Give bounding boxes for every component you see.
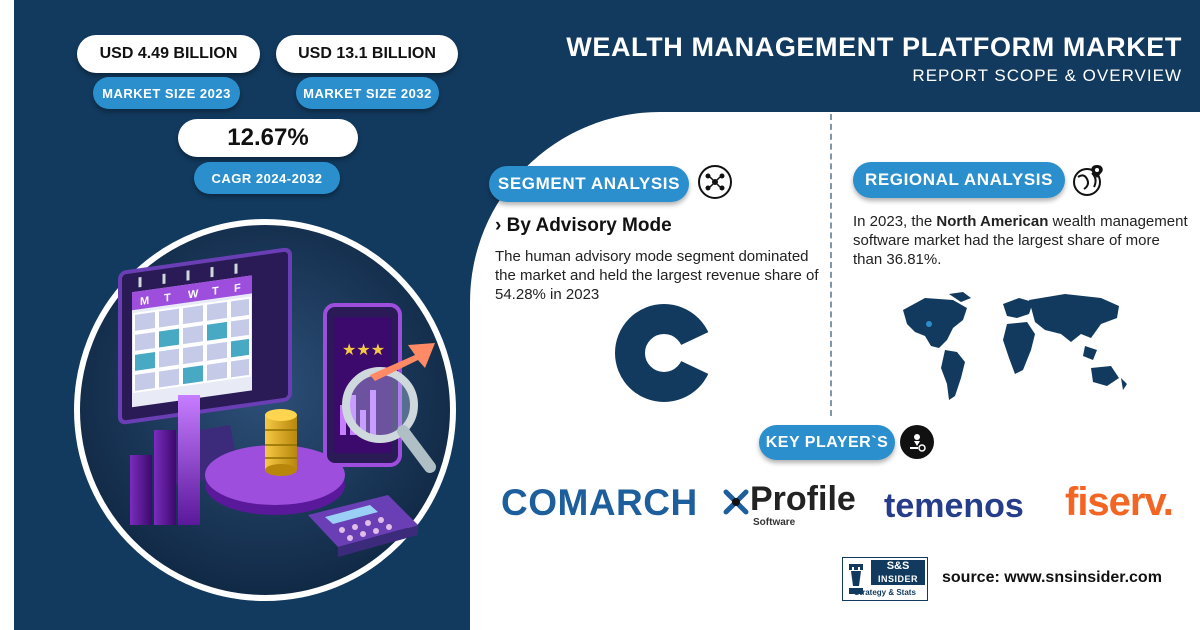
calendar-day-2: T bbox=[164, 292, 171, 305]
calendar-grid: M T W T F bbox=[132, 263, 252, 394]
calendar-day-5: F bbox=[234, 282, 241, 295]
finance-illustration: M T W T F bbox=[74, 219, 456, 601]
regional-description: In 2023, the North American wealth manag… bbox=[853, 212, 1193, 269]
segment-donut-chart bbox=[615, 304, 715, 402]
world-map bbox=[903, 292, 1127, 400]
smartphone-icon: ★★★ bbox=[323, 303, 402, 467]
growth-arrow-icon bbox=[370, 343, 435, 381]
cagr-label: CAGR 2024-2032 bbox=[194, 162, 340, 194]
badge-line-1: S&S bbox=[871, 560, 925, 573]
calendar-day-1: M bbox=[140, 295, 149, 308]
badge-line-2: INSIDER bbox=[871, 573, 925, 585]
panel-divider bbox=[830, 114, 832, 416]
profile-software-logo: Profile Software bbox=[722, 480, 857, 530]
fiserv-logo: fiserv. bbox=[1065, 480, 1174, 524]
temenos-logo: temenos bbox=[884, 487, 1024, 525]
page-title: WEALTH MANAGEMENT PLATFORM MARKET bbox=[566, 32, 1182, 62]
cagr-value: 12.67% bbox=[178, 119, 358, 157]
segment-description: The human advisory mode segment dominate… bbox=[495, 248, 819, 303]
profile-logo-main: Profile bbox=[750, 480, 856, 518]
segment-subheading: › By Advisory Mode bbox=[495, 215, 672, 236]
left-white-strip bbox=[0, 0, 14, 630]
bar-chart-icon bbox=[130, 395, 200, 525]
profile-mark-icon bbox=[723, 489, 749, 515]
calculator-icon bbox=[308, 495, 418, 557]
page-subtitle: REPORT SCOPE & OVERVIEW bbox=[912, 66, 1182, 85]
regional-text-prefix: In 2023, the bbox=[853, 213, 937, 230]
chess-rook-icon bbox=[849, 564, 863, 594]
comarch-logo: COMARCH bbox=[501, 482, 698, 523]
person-badge-icon bbox=[900, 425, 934, 459]
market-size-2023-value: USD 4.49 BILLION bbox=[77, 35, 260, 73]
magnifier-icon bbox=[342, 367, 436, 473]
calendar-day-3: W bbox=[188, 288, 199, 301]
sns-insider-badge: S&S INSIDER Strategy & Stats bbox=[842, 557, 928, 601]
globe-pin-icon bbox=[1072, 163, 1106, 197]
source-text: source: www.snsinsider.com bbox=[942, 569, 1162, 586]
key-players-heading: KEY PLAYER`S bbox=[759, 425, 895, 460]
segment-analysis-heading: SEGMENT ANALYSIS bbox=[489, 166, 689, 202]
regional-text-suffix: wealth management software market had th… bbox=[853, 213, 1188, 268]
regional-analysis-heading: REGIONAL ANALYSIS bbox=[853, 162, 1065, 198]
market-size-2032-value: USD 13.1 BILLION bbox=[276, 35, 458, 73]
profile-logo-sub: Software bbox=[753, 517, 796, 528]
svg-text:★★★: ★★★ bbox=[342, 340, 385, 359]
donut-gap bbox=[678, 331, 715, 375]
market-size-2032-label: MARKET SIZE 2032 bbox=[296, 77, 439, 109]
coin-stack-icon bbox=[265, 409, 297, 476]
badge-line-3: Strategy & Stats bbox=[854, 588, 916, 597]
calendar-day-4: T bbox=[212, 285, 219, 298]
market-size-2023-label: MARKET SIZE 2023 bbox=[93, 77, 240, 109]
people-network-icon bbox=[698, 165, 732, 199]
regional-text-bold: North American bbox=[936, 213, 1049, 230]
north-america-marker bbox=[926, 321, 932, 327]
